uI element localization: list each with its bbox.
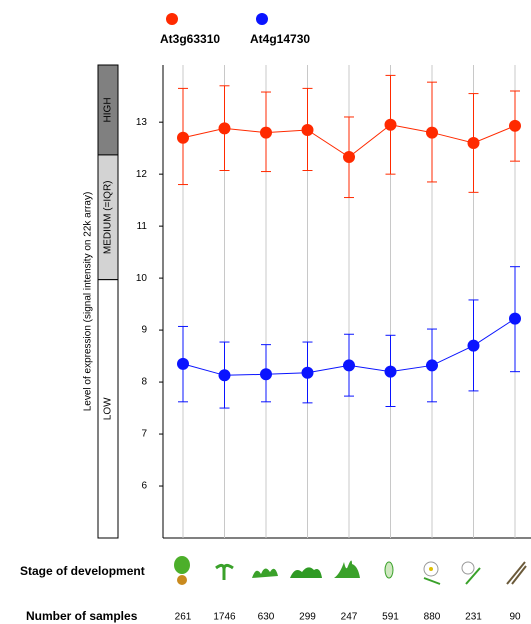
data-point: [177, 132, 189, 144]
data-point: [260, 127, 272, 139]
level-label: MEDIUM (=IQR): [103, 180, 114, 254]
sample-count: 630: [258, 612, 275, 623]
data-point: [385, 366, 397, 378]
data-point: [302, 367, 314, 379]
legend-label: At4g14730: [250, 32, 310, 46]
y-axis-label: Level of expression (signal intensity on…: [83, 192, 94, 412]
sample-count: 880: [424, 612, 441, 623]
page: {"chart_data": {"type": "errorbar-line",…: [0, 0, 531, 624]
data-point: [343, 151, 355, 163]
data-point: [426, 127, 438, 139]
data-point: [468, 137, 480, 149]
data-point: [509, 120, 521, 132]
sample-count: 591: [382, 612, 399, 623]
samples-label: Number of samples: [26, 609, 138, 623]
stage-label: Stage of development: [20, 564, 145, 578]
icon: [334, 560, 360, 578]
data-point: [260, 368, 272, 380]
sample-count: 299: [299, 612, 316, 623]
level-label: LOW: [103, 397, 114, 420]
icon: [252, 568, 278, 578]
icon: [177, 575, 187, 585]
y-tick-label: 10: [136, 273, 148, 284]
y-tick-label: 11: [137, 221, 148, 232]
sample-count: 261: [175, 612, 192, 623]
legend-label: At3g63310: [160, 32, 220, 46]
sample-count: 90: [509, 612, 521, 623]
legend-marker: [166, 13, 178, 25]
y-tick-label: 12: [136, 169, 148, 180]
y-tick-label: 13: [136, 117, 148, 128]
icon: [429, 567, 433, 571]
sample-count: 1746: [213, 612, 236, 623]
sample-count: 231: [465, 612, 482, 623]
y-tick-label: 7: [141, 429, 147, 440]
data-point: [509, 313, 521, 325]
icon: [216, 565, 233, 580]
data-point: [219, 122, 231, 134]
data-point: [385, 119, 397, 131]
y-tick-label: 8: [141, 377, 147, 388]
icon: [462, 562, 474, 574]
icon: [507, 562, 526, 584]
stage-icons: [174, 556, 526, 585]
data-point: [219, 369, 231, 381]
chart: Stage of development Number of samples A…: [0, 0, 531, 624]
y-tick-label: 6: [141, 481, 147, 492]
data-point: [343, 359, 355, 371]
icon: [424, 578, 440, 584]
level-label: HIGH: [103, 97, 114, 122]
data-point: [177, 358, 189, 370]
legend-marker: [256, 13, 268, 25]
icon: [385, 562, 393, 578]
data-point: [468, 340, 480, 352]
data-point: [426, 359, 438, 371]
icon: [174, 556, 190, 574]
y-tick-label: 9: [141, 325, 147, 336]
data-point: [302, 124, 314, 136]
icon: [290, 567, 322, 578]
sample-count: 247: [341, 612, 358, 623]
